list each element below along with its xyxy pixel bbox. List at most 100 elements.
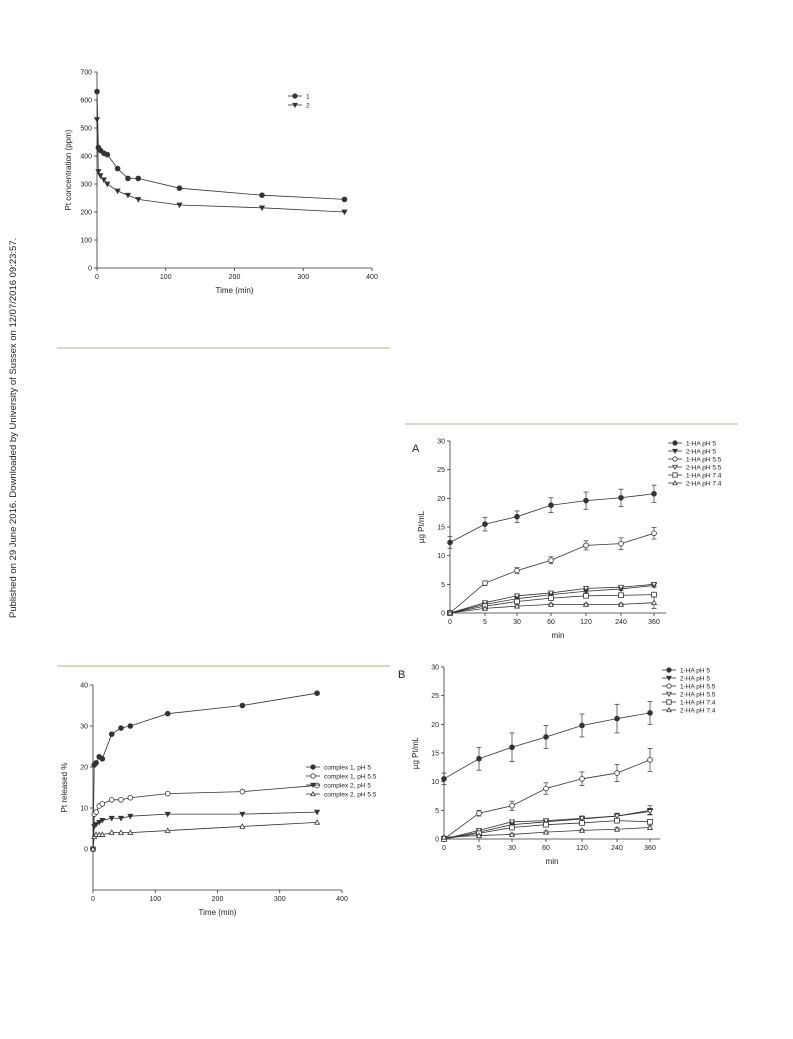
legend-marker xyxy=(672,456,678,462)
y-axis-label: Pt concentration (ppm) xyxy=(64,129,73,210)
data-point xyxy=(579,820,585,826)
legend-label: complex 2, pH 5 xyxy=(324,782,371,789)
series-line xyxy=(449,493,655,543)
legend-label: 1-HA pH 5 xyxy=(686,440,716,447)
data-point xyxy=(542,818,550,824)
data-point xyxy=(613,813,621,820)
legend-marker xyxy=(666,699,672,705)
data-point xyxy=(579,775,585,782)
x-tick-label: 100 xyxy=(149,896,161,903)
legend-label: 1-HA pH 7.4 xyxy=(686,472,722,479)
x-tick-label: 30 xyxy=(513,619,521,626)
chart-panel-A: 0 5 10 15 20 25 30 0 5 30 60 120 240 360 min µg Pt/mL A 1… xyxy=(412,439,722,641)
series-5 xyxy=(440,824,654,840)
x-tick-label: 30 xyxy=(508,845,516,852)
panel-label: A xyxy=(412,443,420,455)
legend-label: 2-HA pH 5 xyxy=(686,448,716,455)
data-point xyxy=(509,824,515,831)
y-tick-label: 15 xyxy=(431,751,439,758)
legend-label: 2-HA pH 7.4 xyxy=(680,707,716,714)
data-point xyxy=(164,710,171,717)
legend-entry: complex 2, pH 5 xyxy=(306,782,371,789)
data-point xyxy=(614,817,620,824)
legend-marker xyxy=(310,790,316,797)
data-point xyxy=(548,595,554,601)
legend-entry: 2-HA pH 5 xyxy=(662,675,710,682)
y-tick-label: 300 xyxy=(80,182,92,189)
legend-label: 2 xyxy=(306,102,310,109)
data-point xyxy=(114,188,121,195)
legend-entry: 1-HA pH 5 xyxy=(662,667,710,674)
data-point xyxy=(239,702,246,709)
separator-rule xyxy=(405,423,738,425)
data-point xyxy=(446,609,454,616)
x-tick-label: 5 xyxy=(477,845,481,852)
series-1 xyxy=(93,117,348,216)
data-point xyxy=(97,173,104,179)
x-tick-label: 360 xyxy=(644,845,656,852)
data-point xyxy=(341,209,348,216)
data-point xyxy=(618,540,624,547)
series-line xyxy=(443,712,651,780)
data-point xyxy=(582,601,590,607)
data-point xyxy=(618,592,624,599)
legend-marker xyxy=(672,464,678,471)
data-point xyxy=(583,593,589,599)
data-point xyxy=(514,567,520,574)
data-point xyxy=(135,197,142,203)
data-point xyxy=(441,775,447,782)
legend-label: 1-HA pH 5.5 xyxy=(680,683,716,690)
legend-marker xyxy=(672,448,678,455)
series-line xyxy=(92,692,318,850)
data-point xyxy=(547,601,555,607)
x-tick-label: 5 xyxy=(483,619,487,626)
data-point xyxy=(108,829,115,835)
y-tick-label: 5 xyxy=(441,582,445,589)
y-axis-label: Pt released % xyxy=(60,763,69,813)
data-point xyxy=(650,582,658,588)
data-point xyxy=(579,722,585,729)
panel-label: B xyxy=(398,669,405,681)
legend-label: 2-HA pH 5 xyxy=(680,675,710,682)
data-point xyxy=(646,809,654,815)
legend-marker xyxy=(672,472,678,478)
data-point xyxy=(548,502,554,509)
data-point xyxy=(118,725,124,731)
data-point xyxy=(543,785,549,792)
data-point xyxy=(514,513,520,520)
side-note-text: Published on 29 June 2016. Downloaded by… xyxy=(8,238,19,618)
y-tick-label: 0 xyxy=(88,266,92,273)
x-tick-label: 400 xyxy=(336,896,348,903)
data-point xyxy=(482,580,488,586)
series-3 xyxy=(89,819,321,852)
legend-label: 1 xyxy=(306,93,310,100)
data-point xyxy=(481,605,489,611)
x-axis-label: min xyxy=(552,631,565,640)
y-tick-label: 30 xyxy=(80,724,88,731)
data-point xyxy=(93,809,99,815)
data-point xyxy=(481,600,489,606)
legend-marker xyxy=(310,764,316,770)
data-point xyxy=(647,819,653,825)
x-tick-label: 0 xyxy=(442,845,446,852)
x-tick-label: 300 xyxy=(274,896,286,903)
series-1 xyxy=(90,782,320,852)
y-tick-label: 0 xyxy=(84,847,88,854)
x-tick-label: 0 xyxy=(95,274,99,281)
y-tick-label: 100 xyxy=(80,238,92,245)
data-point xyxy=(164,811,171,818)
data-point xyxy=(341,196,348,203)
data-point xyxy=(314,809,321,816)
data-point xyxy=(543,734,549,740)
x-tick-label: 200 xyxy=(229,274,241,281)
x-tick-label: 300 xyxy=(297,274,309,281)
legend-label: complex 1, pH 5.5 xyxy=(324,773,377,780)
data-point xyxy=(542,828,550,835)
data-point xyxy=(127,813,134,820)
data-point xyxy=(114,165,121,172)
legend-marker xyxy=(666,675,672,682)
data-point xyxy=(508,819,516,826)
legend-entry: 1-HA pH 5.5 xyxy=(662,683,716,690)
legend-marker xyxy=(666,691,672,698)
